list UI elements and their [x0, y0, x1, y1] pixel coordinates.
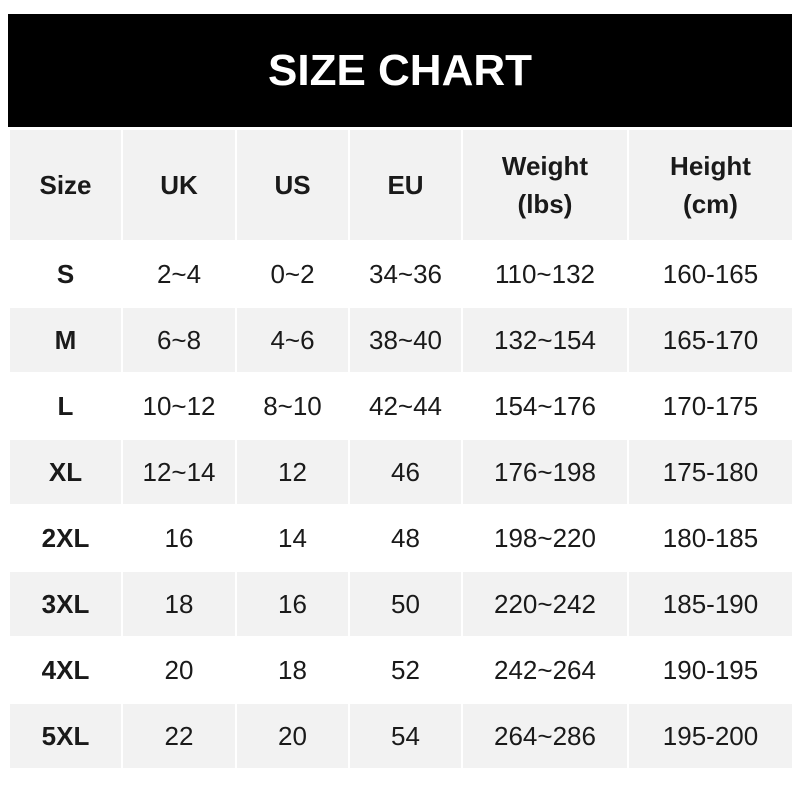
table-cell: 42~44 [348, 372, 463, 440]
table-cell: 54 [348, 702, 463, 770]
table-cell: 264~286 [461, 702, 629, 770]
table-cell: 190-195 [627, 636, 794, 704]
column-header-line: US [274, 170, 311, 200]
header-row: Size UK US EU Weight (lbs) Height (cm) [8, 128, 794, 242]
table-cell: 18 [121, 570, 237, 638]
table-cell: 12 [235, 438, 350, 506]
table-cell: 20 [121, 636, 237, 704]
table-cell: 8~10 [235, 372, 350, 440]
table-cell: 165-170 [627, 306, 794, 374]
size-cell: L [8, 372, 123, 440]
column-header: Size [8, 128, 123, 242]
table-cell: 22 [121, 702, 237, 770]
column-header: Height (cm) [627, 128, 794, 242]
column-header-line: Size [39, 170, 92, 200]
table-cell: 38~40 [348, 306, 463, 374]
table-cell: 132~154 [461, 306, 629, 374]
table-cell: 10~12 [121, 372, 237, 440]
table-row: 2XL 16 14 48 198~220 180-185 [8, 504, 794, 572]
table-cell: 4~6 [235, 306, 350, 374]
table-cell: 175-180 [627, 438, 794, 506]
table-cell: 50 [348, 570, 463, 638]
column-header-line: Weight [501, 151, 589, 181]
table-row: 5XL 22 20 54 264~286 195-200 [8, 702, 794, 770]
table-cell: 16 [235, 570, 350, 638]
size-cell: 2XL [8, 504, 123, 572]
table-cell: 16 [121, 504, 237, 572]
table-cell: 195-200 [627, 702, 794, 770]
table-cell: 34~36 [348, 240, 463, 308]
column-header-line: (lbs) [517, 189, 573, 219]
table-cell: 185-190 [627, 570, 794, 638]
column-header-line: EU [387, 170, 424, 200]
size-chart-table: Size UK US EU Weight (lbs) Height (cm) S 2~4 0~2 3… [8, 128, 794, 770]
column-header: Weight (lbs) [461, 128, 629, 242]
table-cell: 170-175 [627, 372, 794, 440]
table-row: 3XL 18 16 50 220~242 185-190 [8, 570, 794, 638]
table-row: M 6~8 4~6 38~40 132~154 165-170 [8, 306, 794, 374]
size-cell: M [8, 306, 123, 374]
column-header-line: (cm) [683, 189, 738, 219]
table-cell: 154~176 [461, 372, 629, 440]
column-header: UK [121, 128, 237, 242]
table-cell: 0~2 [235, 240, 350, 308]
column-header-line: Height [670, 151, 751, 181]
table-row: XL 12~14 12 46 176~198 175-180 [8, 438, 794, 506]
table-cell: 6~8 [121, 306, 237, 374]
size-cell: S [8, 240, 123, 308]
table-cell: 198~220 [461, 504, 629, 572]
table-cell: 18 [235, 636, 350, 704]
table-cell: 110~132 [461, 240, 629, 308]
table-cell: 20 [235, 702, 350, 770]
column-header: US [235, 128, 350, 242]
table-cell: 242~264 [461, 636, 629, 704]
table-cell: 2~4 [121, 240, 237, 308]
table-cell: 160-165 [627, 240, 794, 308]
table-cell: 46 [348, 438, 463, 506]
table-row: S 2~4 0~2 34~36 110~132 160-165 [8, 240, 794, 308]
table-cell: 176~198 [461, 438, 629, 506]
column-header: EU [348, 128, 463, 242]
size-cell: 3XL [8, 570, 123, 638]
table-cell: 180-185 [627, 504, 794, 572]
table-cell: 12~14 [121, 438, 237, 506]
table-cell: 14 [235, 504, 350, 572]
table-row: 4XL 20 18 52 242~264 190-195 [8, 636, 794, 704]
table-row: L 10~12 8~10 42~44 154~176 170-175 [8, 372, 794, 440]
column-header-line: UK [160, 170, 198, 200]
table-cell: 52 [348, 636, 463, 704]
table-cell: 220~242 [461, 570, 629, 638]
size-cell: 4XL [8, 636, 123, 704]
page-title: SIZE CHART [8, 14, 792, 127]
table-cell: 48 [348, 504, 463, 572]
size-cell: 5XL [8, 702, 123, 770]
size-cell: XL [8, 438, 123, 506]
